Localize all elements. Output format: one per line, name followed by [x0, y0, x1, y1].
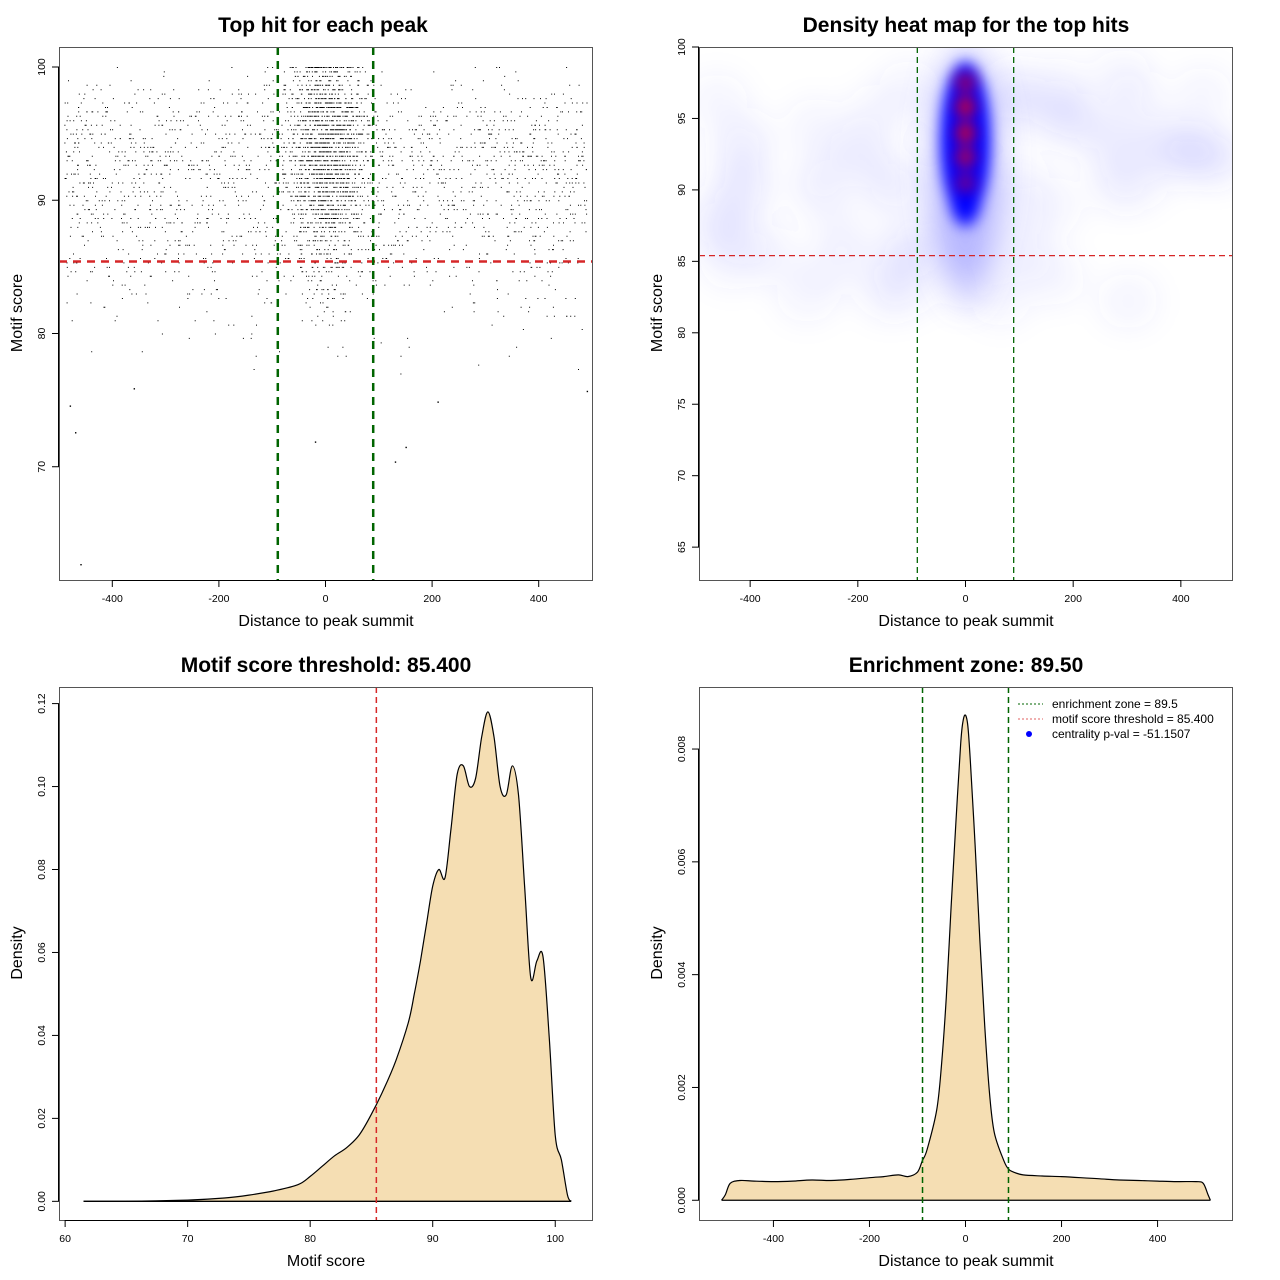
y-tick-label: 85 — [676, 255, 688, 267]
legend-pval-label: centrality p-val = -51.1507 — [1052, 727, 1191, 741]
x-tick-label: -400 — [102, 593, 123, 605]
x-tick-label: -400 — [740, 593, 761, 605]
y-tick-label: 100 — [676, 38, 688, 56]
x-tick-label: 0 — [963, 593, 969, 605]
heatmap-hotspot — [955, 172, 976, 193]
y-tick-label: 70 — [36, 461, 48, 473]
legend-pval-swatch — [1026, 731, 1032, 737]
distance-density-y-label: Density — [649, 926, 666, 979]
heatmap-hotspot — [955, 97, 976, 118]
scatter-point — [437, 401, 439, 403]
scatter-x-label: Distance to peak summit — [238, 613, 414, 630]
density-fill — [721, 714, 1211, 1201]
scatter-point — [69, 405, 72, 407]
scatter-point — [394, 461, 397, 463]
x-tick-label: -200 — [847, 593, 868, 605]
score-density-panel: Motif score threshold: 85.400 Motif scor… — [9, 654, 593, 1270]
scatter-panel: Top hit for each peak Distance to peak s… — [9, 14, 593, 630]
heatmap-hotspot — [955, 147, 976, 168]
y-tick-label: 0.006 — [676, 849, 688, 875]
heatmap-title: Density heat map for the top hits — [803, 14, 1130, 37]
scatter-title: Top hit for each peak — [218, 14, 428, 37]
heatmap-panel: Density heat map for the top hits Distan… — [649, 14, 1233, 630]
y-tick-label: 70 — [676, 470, 688, 482]
x-tick-label: 400 — [1172, 593, 1190, 605]
y-tick-label: 75 — [676, 398, 688, 410]
score-density-x-label: Motif score — [287, 1253, 365, 1270]
density-curve — [721, 714, 1211, 1201]
scatter-point — [80, 564, 82, 566]
scatter-point — [133, 388, 136, 390]
x-tick-label: 200 — [1053, 1233, 1071, 1245]
x-tick-label: 60 — [59, 1233, 71, 1245]
scatter-point — [586, 390, 589, 393]
y-tick-label: 0.008 — [676, 736, 688, 762]
y-tick-label: 0.004 — [676, 961, 688, 987]
y-tick-label: 0.00 — [36, 1191, 48, 1212]
scatter-points — [64, 67, 589, 566]
x-tick-label: 400 — [530, 593, 548, 605]
y-tick-label: 95 — [676, 112, 688, 124]
y-tick-label: 0.04 — [36, 1025, 48, 1046]
x-tick-label: 100 — [546, 1233, 564, 1245]
y-tick-label: 80 — [676, 327, 688, 339]
x-tick-label: 0 — [323, 593, 329, 605]
heatmap-y-label: Motif score — [649, 274, 666, 352]
x-tick-label: 90 — [427, 1233, 439, 1245]
legend-threshold-label: motif score threshold = 85.400 — [1052, 712, 1214, 726]
density-fill — [83, 711, 572, 1202]
x-tick-label: 200 — [1064, 593, 1082, 605]
heatmap-x-label: Distance to peak summit — [878, 613, 1054, 630]
y-tick-label: 0.12 — [36, 693, 48, 714]
density-curve — [83, 711, 572, 1202]
y-tick-label: 0.02 — [36, 1108, 48, 1129]
score-density-title: Motif score threshold: 85.400 — [181, 654, 472, 677]
legend-enrichment-zone-label: enrichment zone = 89.5 — [1052, 697, 1178, 711]
x-tick-label: 400 — [1149, 1233, 1167, 1245]
y-tick-label: 80 — [36, 327, 48, 339]
x-tick-label: -400 — [763, 1233, 784, 1245]
heatmap-hotspot — [955, 122, 976, 143]
heatmap-density — [700, 48, 1232, 580]
distance-density-panel: Enrichment zone: 89.50 Distance to peak … — [649, 654, 1233, 1270]
x-tick-label: -200 — [859, 1233, 880, 1245]
y-tick-label: 90 — [676, 184, 688, 196]
y-tick-label: 0.10 — [36, 776, 48, 797]
x-tick-label: -200 — [208, 593, 229, 605]
y-tick-label: 0.000 — [676, 1187, 688, 1213]
distance-density-x-label: Distance to peak summit — [878, 1253, 1054, 1270]
scatter-point — [314, 441, 317, 443]
x-tick-label: 0 — [963, 1233, 969, 1245]
y-tick-label: 65 — [676, 541, 688, 553]
x-tick-label: 70 — [182, 1233, 194, 1245]
y-tick-label: 0.08 — [36, 859, 48, 880]
x-tick-label: 200 — [423, 593, 441, 605]
y-tick-label: 0.002 — [676, 1074, 688, 1100]
score-density-y-label: Density — [9, 926, 26, 979]
x-tick-label: 80 — [304, 1233, 316, 1245]
heatmap-hotspot — [955, 72, 976, 93]
y-tick-label: 100 — [36, 58, 48, 76]
y-tick-label: 0.06 — [36, 942, 48, 963]
scatter-y-label: Motif score — [9, 274, 26, 352]
scatter-point — [405, 446, 407, 449]
y-tick-label: 90 — [36, 194, 48, 206]
distance-density-title: Enrichment zone: 89.50 — [849, 654, 1084, 677]
scatter-point — [74, 432, 77, 434]
legend: enrichment zone = 89.5 motif score thres… — [1018, 697, 1214, 741]
